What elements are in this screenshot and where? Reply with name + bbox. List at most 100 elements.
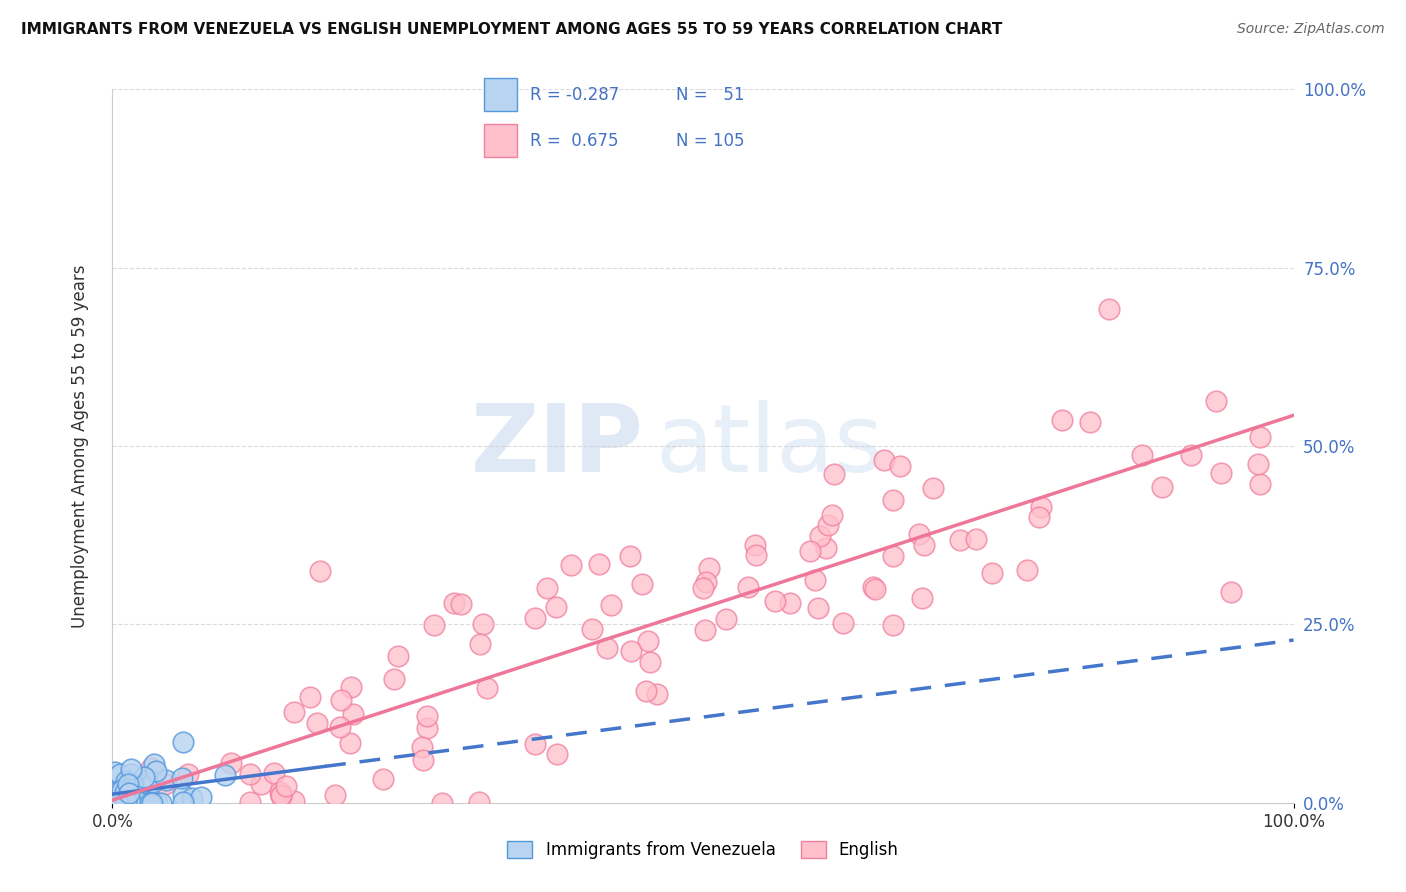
Point (889, 458, 911, 473)
Point (779, 596, 801, 610)
Point (149, 796, 172, 810)
Point (1028, 509, 1050, 524)
Text: IMMIGRANTS FROM VENEZUELA VS ENGLISH UNEMPLOYMENT AMONG AGES 55 TO 59 YEARS CORR: IMMIGRANTS FROM VENEZUELA VS ENGLISH UNE… (21, 22, 1002, 37)
Point (340, 681, 363, 695)
Point (416, 721, 439, 735)
Point (172, 735, 194, 749)
Point (695, 623, 717, 637)
Point (190, 789, 212, 804)
Point (1050, 413, 1073, 427)
Point (107, 796, 129, 810)
Point (283, 794, 305, 808)
Point (981, 566, 1004, 580)
Point (814, 541, 837, 556)
Point (120, 767, 142, 781)
Point (863, 582, 886, 596)
Point (911, 591, 934, 605)
Point (882, 549, 904, 563)
Point (283, 705, 305, 719)
Point (180, 790, 202, 805)
Point (468, 795, 491, 809)
Point (122, 784, 145, 798)
Point (803, 573, 825, 587)
Point (105, 796, 128, 810)
Point (146, 796, 169, 810)
Text: ZIP: ZIP (471, 400, 644, 492)
Point (139, 796, 162, 810)
Point (817, 518, 839, 533)
Point (472, 617, 495, 632)
Point (139, 774, 162, 789)
Point (1247, 457, 1270, 471)
Point (114, 785, 136, 799)
Point (214, 768, 236, 782)
Point (443, 596, 465, 610)
Point (1249, 477, 1271, 491)
Point (120, 790, 142, 805)
Point (862, 580, 884, 594)
Text: R =  0.675: R = 0.675 (530, 132, 619, 150)
Point (127, 795, 149, 809)
Point (239, 795, 262, 809)
Point (269, 785, 291, 799)
Point (121, 779, 143, 793)
Point (121, 783, 143, 797)
Point (155, 772, 177, 787)
Point (177, 767, 200, 781)
Point (108, 796, 131, 810)
Point (1152, 479, 1174, 493)
Point (411, 739, 433, 754)
Legend: Immigrants from Venezuela, English: Immigrants from Venezuela, English (501, 834, 905, 866)
Point (111, 793, 134, 807)
Point (122, 785, 145, 799)
Point (172, 788, 194, 802)
Point (108, 784, 131, 798)
Point (118, 787, 141, 801)
Point (135, 773, 157, 788)
Point (882, 618, 904, 632)
Point (263, 765, 285, 780)
Point (141, 761, 163, 775)
Point (581, 623, 603, 637)
Text: Source: ZipAtlas.com: Source: ZipAtlas.com (1237, 22, 1385, 37)
Point (329, 720, 352, 734)
Point (111, 793, 134, 807)
Point (120, 794, 142, 808)
Point (638, 655, 661, 669)
Bar (484, 124, 517, 157)
Point (103, 790, 125, 805)
Point (922, 481, 945, 495)
Y-axis label: Unemployment Among Ages 55 to 59 years: Unemployment Among Ages 55 to 59 years (70, 264, 89, 628)
Point (475, 681, 498, 695)
Point (619, 549, 641, 563)
Point (1249, 429, 1271, 443)
Point (965, 533, 987, 547)
Point (120, 762, 142, 776)
Point (807, 600, 830, 615)
Point (117, 794, 139, 808)
Point (422, 618, 444, 632)
Point (117, 777, 139, 791)
Point (799, 543, 821, 558)
Point (450, 597, 472, 611)
Point (630, 576, 652, 591)
Point (1097, 301, 1119, 316)
Point (330, 693, 353, 707)
Point (274, 779, 297, 793)
Point (323, 788, 346, 802)
Point (588, 558, 610, 572)
Point (697, 561, 720, 575)
Text: N =   51: N = 51 (676, 86, 744, 103)
Bar (484, 78, 517, 111)
Point (1180, 449, 1202, 463)
Point (373, 772, 395, 787)
Point (103, 791, 125, 805)
Point (523, 611, 546, 625)
Point (342, 706, 364, 721)
Point (821, 508, 844, 522)
Point (134, 796, 156, 810)
Point (115, 794, 138, 808)
Point (1211, 466, 1233, 480)
Point (108, 767, 131, 781)
Point (907, 527, 929, 541)
